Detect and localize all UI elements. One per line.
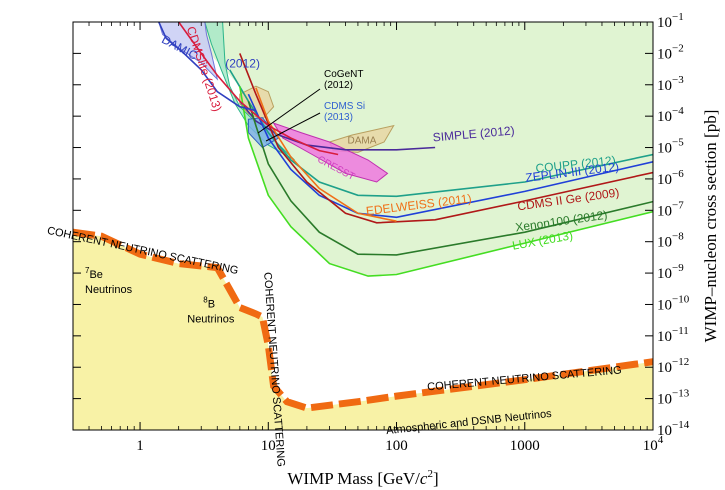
curve-xenon100-2012 — [247, 100, 653, 256]
x-tick-label: 1000 — [510, 438, 540, 454]
y-tick-label: 10−12 — [657, 356, 689, 376]
curve-cdms-ii-ge-2009 — [239, 53, 653, 224]
curve-lux-2013 — [239, 86, 653, 277]
y-tick-label: 10−8 — [657, 231, 684, 251]
label-be7-neutrinos: 7Be — [85, 266, 103, 281]
y-tick-label: 10−14 — [657, 419, 690, 439]
label-be7-neutrinos-line2: Neutrinos — [85, 284, 133, 296]
curve-cdmslite-2013-limit — [178, 22, 339, 156]
label-dama: DAMA — [348, 135, 377, 146]
y-tick-label: 10−3 — [657, 74, 684, 94]
y-axis-title: WIMP–nucleon cross section [pb] — [701, 110, 720, 343]
y-tick-label: 10−2 — [657, 42, 684, 62]
y-tick-label: 10−5 — [657, 137, 684, 157]
region-cdmslite-2013-0 — [204, 22, 295, 161]
y-tick-label: 10−6 — [657, 168, 684, 188]
label-cdms-si-0: CDMS Si — [324, 101, 365, 112]
label-b8-neutrinos-line2: Neutrinos — [187, 314, 235, 326]
neutrino-floor-band — [73, 228, 653, 412]
curve-edelweiss-2011 — [255, 87, 397, 222]
neutrino-floor-region — [73, 232, 653, 430]
curve-coupp-2012 — [229, 69, 653, 198]
curve-zeplin-iii-2012 — [247, 93, 653, 219]
label-cogent-0: CoGeNT — [324, 69, 363, 80]
x-axis-title: WIMP Mass [GeV/c2] — [287, 468, 438, 488]
y-tick-label: 10−9 — [657, 262, 684, 282]
y-tick-label: 10−4 — [657, 105, 684, 125]
label-cogent-1: (2012) — [324, 80, 353, 91]
cogent-pointer — [257, 88, 321, 134]
x-tick-label: 10 — [261, 438, 276, 454]
x-tick-label: 100 — [385, 438, 408, 454]
label-b8-neutrinos: 8B — [203, 296, 215, 311]
y-tick-label: 10−13 — [657, 388, 690, 408]
x-tick-label: 1 — [136, 438, 144, 454]
plot-area — [73, 22, 653, 430]
y-tick-label: 10−11 — [657, 325, 689, 345]
plot-frame — [72, 21, 654, 431]
cdms-si-pointer — [265, 112, 321, 142]
curve-damic-2012-limit — [158, 22, 257, 112]
y-tick-label: 10−7 — [657, 199, 684, 219]
y-tick-label: 10−10 — [657, 293, 690, 313]
y-tick-label: 10−1 — [657, 11, 684, 31]
label-cdms-si-1: (2013) — [324, 112, 353, 123]
label-damic-year: (2012) — [225, 57, 260, 71]
